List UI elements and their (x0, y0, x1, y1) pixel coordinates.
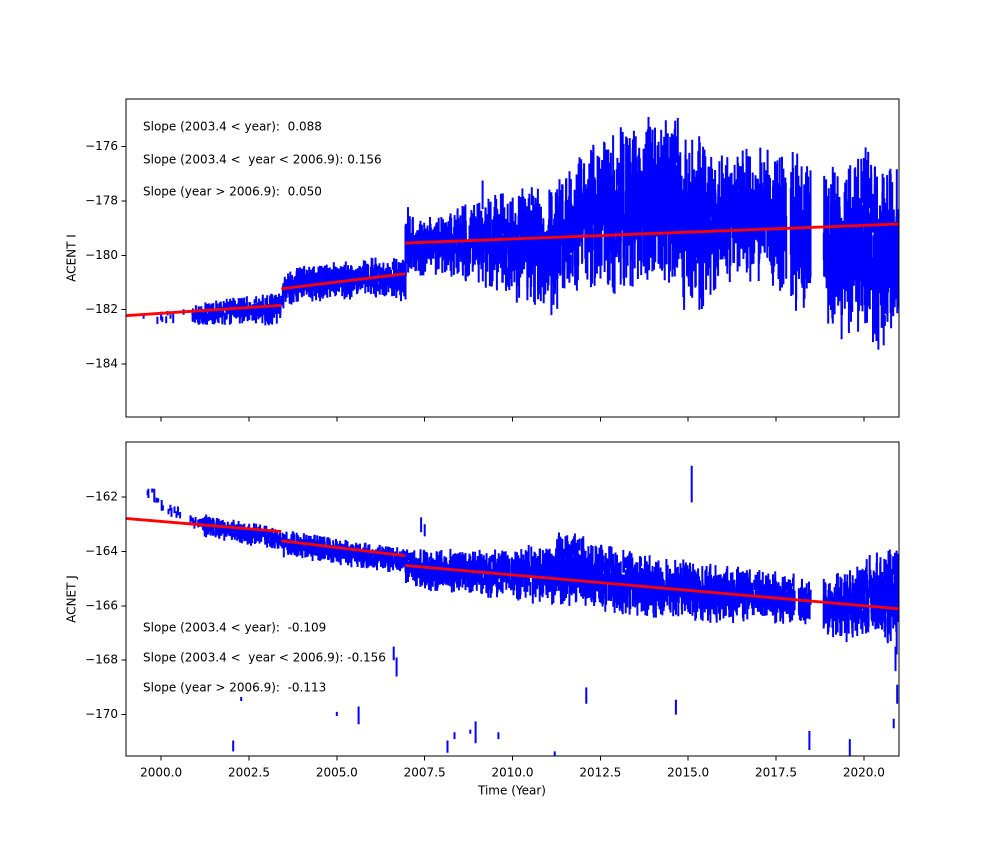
x-tick-label: 2012.5 (579, 766, 621, 780)
y-tick-label: −162 (85, 489, 118, 503)
y-tick-label: −182 (85, 302, 118, 316)
bottom-y-axis-label: ACNET J (65, 575, 79, 623)
slope-annotation-3: Slope (year > 2006.9): 0.050 (143, 184, 322, 198)
x-tick-label: 2015.0 (667, 766, 709, 780)
slope-annotation-2: Slope (2003.4 < year < 2006.9): -0.156 (143, 651, 386, 665)
scatter-points (146, 465, 899, 756)
y-tick-label: −170 (85, 707, 118, 721)
bottom-plot: 2000.0 2002.5 2005.0 2007.5 2010.0 2012.5 2015… (85, 441, 900, 780)
y-tick-label: −168 (85, 653, 118, 667)
slope-annotation-1: Slope (2003.4 < year): 0.088 (143, 119, 322, 133)
trend-line-3 (405, 564, 899, 611)
trend-line-1 (126, 517, 282, 533)
top-plot: −176 −178 −180 −182 −184 Slope (2003.4 < year… (85, 98, 900, 422)
y-tick-label: −164 (85, 544, 118, 558)
top-y-axis-label: ACENT I (65, 234, 79, 282)
x-tick-label: 2020.0 (843, 766, 885, 780)
x-tick-label: 2000.0 (140, 766, 182, 780)
x-tick-label: 2002.5 (228, 766, 270, 780)
y-tick-label: −184 (85, 357, 118, 371)
slope-annotation-2: Slope (2003.4 < year < 2006.9): 0.156 (143, 153, 382, 167)
trend-line-2 (281, 272, 406, 291)
x-tick-label: 2017.5 (755, 766, 797, 780)
trend-line-3 (405, 222, 899, 245)
bottom-plot-data-area (126, 465, 899, 756)
x-tick-label: 2010.0 (492, 766, 534, 780)
y-tick-label: −176 (85, 139, 118, 153)
slope-annotation-3: Slope (year > 2006.9): -0.113 (143, 680, 326, 694)
slope-annotation-1: Slope (2003.4 < year): -0.109 (143, 620, 326, 634)
y-tick-label: −180 (85, 248, 118, 262)
y-tick-label: −166 (85, 598, 118, 612)
x-tick-label: 2007.5 (404, 766, 446, 780)
y-tick-label: −178 (85, 193, 118, 207)
x-axis-label: Time (Year) (477, 784, 546, 798)
top-plot-data-area (126, 117, 899, 350)
x-tick-label: 2005.0 (316, 766, 358, 780)
trend-line-2 (281, 539, 406, 558)
trend-line-1 (126, 303, 282, 318)
